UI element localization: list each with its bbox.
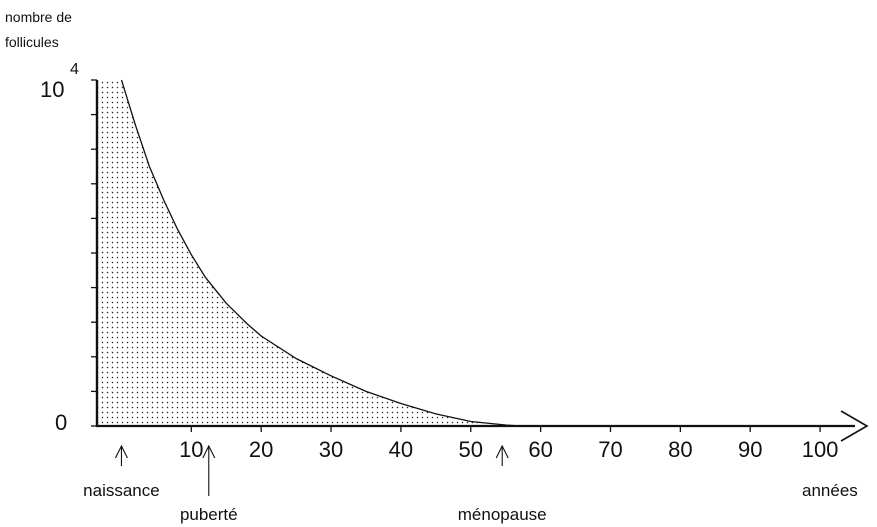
x-tick-label: 80 <box>668 437 692 462</box>
x-tick-label: 40 <box>389 437 413 462</box>
annotation-label: puberté <box>180 505 238 524</box>
annotation-label: ménopause <box>458 505 547 524</box>
annotation-arrow-head <box>202 444 216 459</box>
y-axis-label-line-1: nombre de <box>5 9 72 25</box>
y-axis-label-line-2: follicules <box>5 34 59 50</box>
y-minor-ticks <box>91 79 97 427</box>
x-axis-arrowhead <box>840 410 869 442</box>
x-axis-label: années <box>802 481 858 500</box>
x-tick-label: 90 <box>738 437 762 462</box>
x-ticks: 10 20 30 40 50 60 70 80 90 100 <box>179 426 838 462</box>
follicle-curve <box>120 79 520 427</box>
x-tick-label: 70 <box>598 437 622 462</box>
annotation-label: naissance <box>83 481 160 500</box>
x-tick-label: 10 <box>179 437 203 462</box>
annotation-arrow-head <box>495 444 509 459</box>
y-tick-label-max-exponent: 4 <box>70 61 79 78</box>
x-tick-label: 30 <box>319 437 343 462</box>
x-tick-label: 60 <box>528 437 552 462</box>
x-tick-label: 20 <box>249 437 273 462</box>
annotation-arrow-head <box>114 444 128 459</box>
annotations: naissance puberté ménopause <box>83 444 547 524</box>
y-tick-label-zero: 0 <box>55 410 67 435</box>
x-tick-label: 100 <box>802 437 839 462</box>
y-tick-label-max: 10 <box>40 77 64 102</box>
x-tick-label: 50 <box>459 437 483 462</box>
area-fill <box>97 80 520 426</box>
